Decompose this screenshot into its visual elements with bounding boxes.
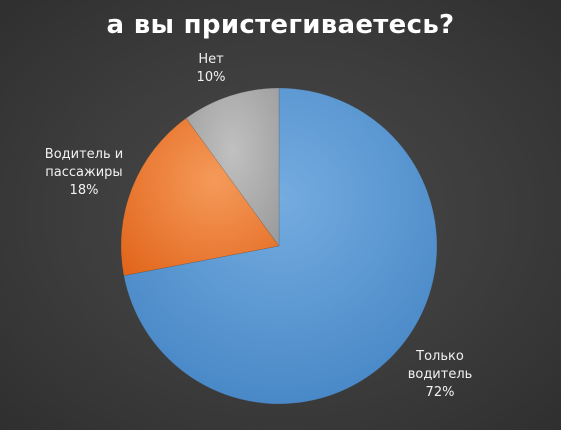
slice-net xyxy=(185,87,280,247)
data-label-value: 72% xyxy=(425,385,455,400)
data-label-tolko-voditel: Только водитель 72% xyxy=(398,348,482,402)
data-label-line: пассажиры xyxy=(45,165,123,180)
slice-tolko-voditel xyxy=(123,87,438,405)
data-label-line: Нет xyxy=(198,52,224,67)
data-label-line: Только xyxy=(416,349,464,364)
slice-voditel-i-passazhiry xyxy=(120,117,280,276)
chart-title: а вы пристегиваетесь? xyxy=(106,10,455,40)
data-label-net: Нет 10% xyxy=(188,51,234,87)
data-label-line: Водитель и xyxy=(44,147,124,162)
data-label-value: 10% xyxy=(196,70,226,85)
data-label-value: 18% xyxy=(69,183,99,198)
data-label-line: водитель xyxy=(407,367,473,382)
data-label-voditel-i-passazhiry: Водитель и пассажиры 18% xyxy=(38,146,130,200)
pie-slices xyxy=(120,87,438,405)
